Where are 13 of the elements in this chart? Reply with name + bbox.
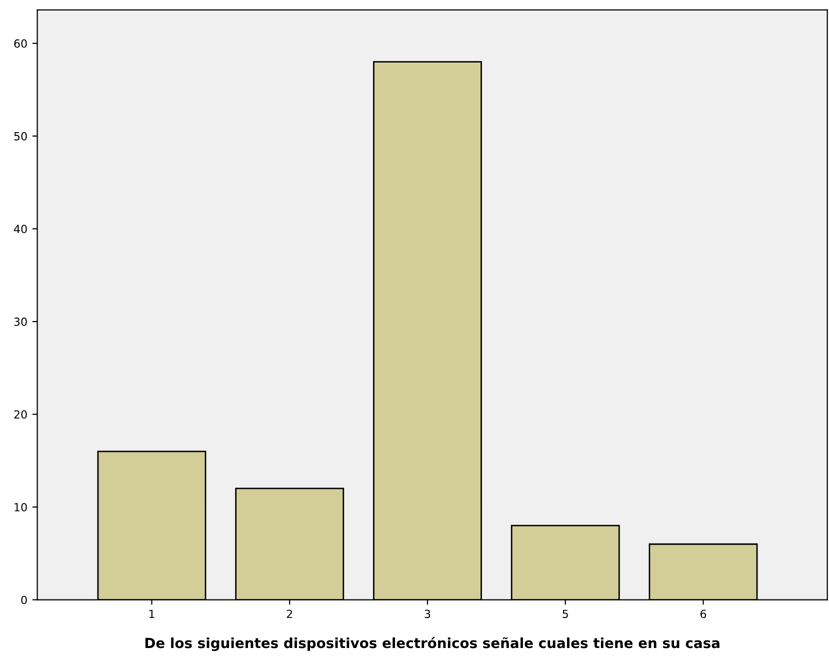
y-tick-label: 40	[14, 224, 27, 234]
x-tick-label: 2	[286, 610, 292, 618]
x-tick-label: 1	[149, 610, 154, 618]
x-axis-title: De los siguientes dispositivos electrónicos señale cuales tiene en su casa	[145, 636, 720, 652]
y-tick-label: 20	[14, 410, 27, 419]
y-tick-label: 50	[14, 132, 27, 140]
x-tick-label: 3	[424, 610, 430, 618]
y-tick-label: 10	[14, 503, 27, 512]
y-tick-label: 30	[14, 318, 27, 326]
x-tick-label: 5	[562, 610, 568, 618]
x-tick-label: 6	[700, 610, 706, 618]
y-tick-label: 0	[21, 596, 27, 604]
y-tick-label: 60	[14, 39, 27, 48]
